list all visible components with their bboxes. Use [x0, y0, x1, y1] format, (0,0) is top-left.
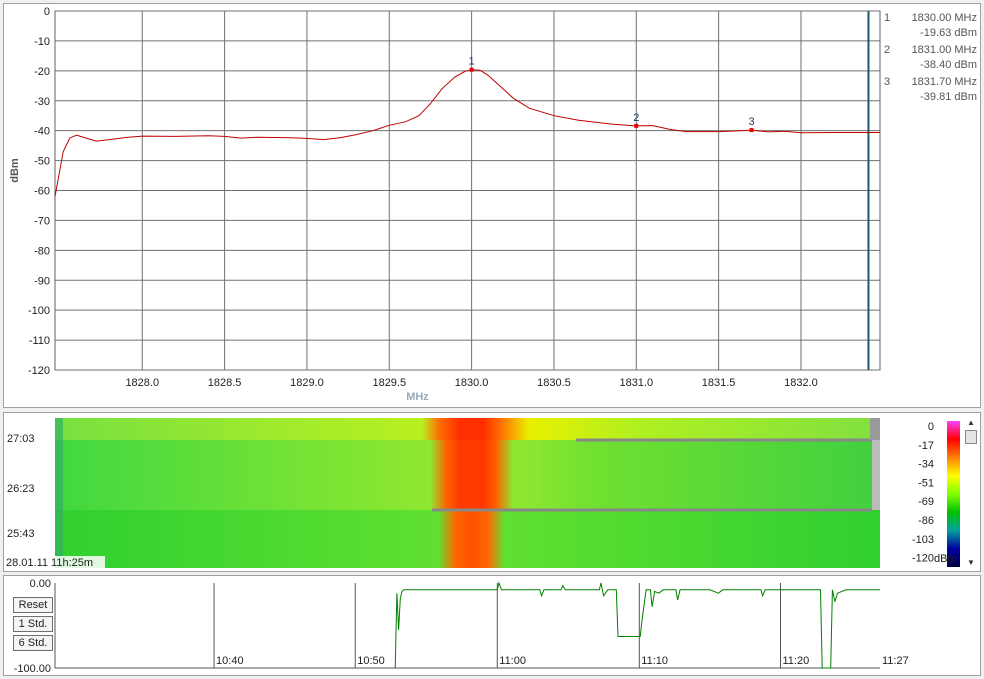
- waterfall-heatmap: [55, 418, 880, 568]
- colorbar-scroll-up-icon[interactable]: ▲: [967, 418, 975, 427]
- y-tick-label: -70: [34, 215, 50, 227]
- colorbar-tick-label: -86: [918, 515, 934, 527]
- spectrum-trace: [54, 69, 880, 197]
- x-tick-label: 1830.5: [537, 377, 571, 389]
- trend-x-tick-label: 11:10: [641, 655, 668, 667]
- marker-table-freq: 1830.00 MHz: [912, 12, 977, 24]
- colorbar-tick-label: -120: [912, 553, 934, 565]
- marker-label: 1: [469, 56, 475, 68]
- trend-y-tick-label: 0.00: [30, 578, 51, 590]
- waterfall-chart[interactable]: 27:03 26:23 25:43 28.01.11 11h:25m 0 -17 -34 -5…: [4, 413, 980, 571]
- y-tick-label: -120: [28, 365, 50, 377]
- trend-x-tick-label: 11:00: [499, 655, 526, 667]
- x-tick-label: 1832.0: [784, 377, 818, 389]
- trend-trace: [394, 581, 880, 669]
- colorbar-tick-label: -34: [918, 459, 934, 471]
- marker-point: [469, 67, 474, 72]
- x-tick-label: 1828.0: [125, 377, 159, 389]
- marker-table-freq: 1831.00 MHz: [912, 44, 977, 56]
- colorbar-tick-label: -69: [918, 496, 934, 508]
- y-tick-label: -90: [34, 275, 50, 287]
- marker-label: 2: [633, 112, 639, 124]
- marker-label: 3: [748, 116, 754, 128]
- marker-table-level: -38.40 dBm: [920, 59, 977, 71]
- y-tick-label: 0: [44, 6, 50, 18]
- spectrum-chart[interactable]: 0 -10 -20 -30 -40 -50 -60 -70 -80 -90 -100 -110 -120…: [4, 4, 980, 407]
- spectrum-panel: 0 -10 -20 -30 -40 -50 -60 -70 -80 -90 -100 -110 -120…: [3, 3, 981, 408]
- trend-y-tick-label: -100.00: [14, 663, 51, 675]
- colorbar-tick-label: -51: [918, 477, 934, 489]
- y-tick-label: -20: [34, 66, 50, 78]
- waterfall-edge: [55, 418, 63, 568]
- std6-button[interactable]: 6 Std.: [13, 635, 53, 651]
- marker-point: [749, 128, 754, 133]
- waterfall-gap-block: [872, 440, 880, 510]
- trend-chart[interactable]: 0.00 -100.00 10:40 10:50 11:00 11:10 11:20 11:2…: [4, 576, 980, 675]
- waterfall-timestamp: 28.01.11 11h:25m: [6, 557, 93, 569]
- colorbar-scroll-thumb[interactable]: [965, 430, 977, 444]
- trend-x-tick-label: 11:20: [782, 655, 809, 667]
- y-tick-label: -30: [34, 96, 50, 108]
- y-tick-label: -100: [28, 305, 50, 317]
- colorbar-scroll-down-icon[interactable]: ▼: [967, 558, 975, 567]
- y-tick-label: -60: [34, 186, 50, 198]
- trend-x-tick-label: 11:27: [882, 655, 909, 667]
- marker-table-level: -39.81 dBm: [920, 91, 977, 103]
- y-axis-label: dBm: [9, 158, 21, 183]
- colorbar-unit: dBm: [934, 553, 957, 565]
- y-tick-label: -50: [34, 156, 50, 168]
- y-tick-label: -80: [34, 245, 50, 257]
- trend-panel: 0.00 -100.00 10:40 10:50 11:00 11:10 11:20 11:2…: [3, 575, 981, 676]
- timestamp-bg: [4, 556, 105, 569]
- x-axis-label: MHz: [406, 391, 429, 403]
- waterfall-band: [55, 510, 880, 568]
- colorbar-tick-label: 0: [928, 421, 934, 433]
- y-tick-label: -40: [34, 126, 50, 138]
- x-tick-label: 1828.5: [208, 377, 242, 389]
- waterfall-time-label: 27:03: [7, 433, 35, 445]
- colorbar: [947, 421, 960, 567]
- marker-table-id: 1: [884, 12, 890, 24]
- colorbar-tick-label: -103: [912, 534, 934, 546]
- waterfall-band: [55, 440, 880, 510]
- marker-table-level: -19.63 dBm: [920, 27, 977, 39]
- trend-x-tick-label: 10:40: [216, 655, 244, 667]
- waterfall-time-label: 26:23: [7, 483, 35, 495]
- waterfall-gap-block: [870, 418, 880, 440]
- marker-table-id: 2: [884, 44, 890, 56]
- reset-button[interactable]: Reset: [13, 597, 53, 613]
- marker-point: [634, 123, 639, 128]
- x-tick-label: 1829.5: [372, 377, 406, 389]
- y-tick-label: -10: [34, 36, 50, 48]
- trend-x-tick-label: 10:50: [357, 655, 385, 667]
- x-tick-label: 1831.0: [619, 377, 653, 389]
- waterfall-time-label: 25:43: [7, 528, 35, 540]
- marker-table-freq: 1831.70 MHz: [912, 76, 977, 88]
- std1-button[interactable]: 1 Std.: [13, 616, 53, 632]
- waterfall-panel: 27:03 26:23 25:43 28.01.11 11h:25m 0 -17 -34 -5…: [3, 412, 981, 572]
- y-tick-label: -110: [29, 335, 50, 347]
- marker-table-id: 3: [884, 76, 890, 88]
- waterfall-band: [55, 418, 880, 440]
- x-tick-label: 1829.0: [290, 377, 324, 389]
- colorbar-tick-label: -17: [918, 440, 934, 452]
- x-tick-label: 1830.0: [455, 377, 489, 389]
- x-tick-label: 1831.5: [702, 377, 736, 389]
